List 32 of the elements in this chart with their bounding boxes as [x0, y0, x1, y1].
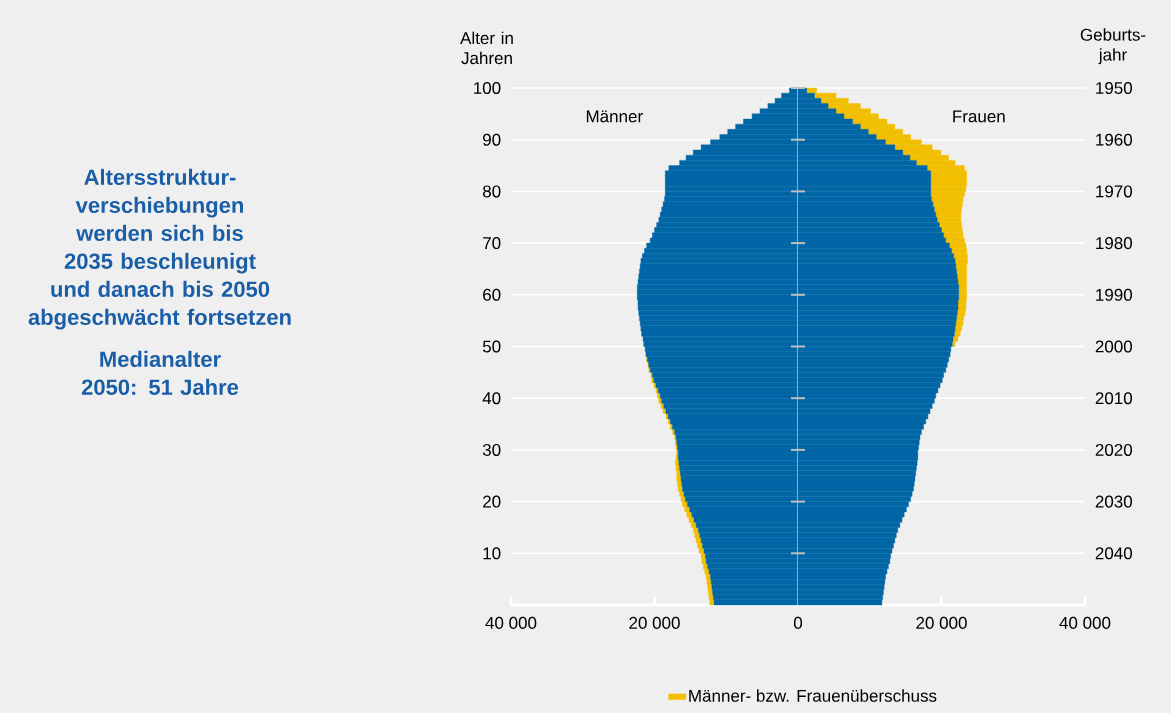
- y-tick-label: 30: [482, 443, 501, 456]
- y2-axis-title: Geburts-jahr: [1080, 28, 1146, 65]
- y-tick-label: 20: [483, 495, 501, 508]
- x-tick-label: 20 000: [916, 616, 967, 629]
- y2-tick-label: 1970: [1096, 185, 1133, 198]
- legend-label: Männer- bzw. Frauenüberschuss: [689, 689, 937, 702]
- y2-tick-label: 1990: [1096, 288, 1133, 301]
- y-tick-label: 60: [483, 288, 501, 301]
- annotation: Frauen: [953, 110, 1005, 123]
- y2-tick-label: 2010: [1095, 392, 1133, 405]
- y-tick-label: 40: [482, 392, 501, 405]
- y2-tick-label: 2030: [1095, 495, 1133, 508]
- y2-tick-label: 2000: [1095, 340, 1133, 353]
- y2-tick-label: 1950: [1096, 81, 1133, 95]
- y2-tick-label: 2040: [1095, 547, 1133, 560]
- y-tick-label: 10: [483, 547, 501, 560]
- x-tick-label: 0: [793, 616, 803, 629]
- text: Medianalter 2050: 51 Jahre: [81, 350, 239, 396]
- y-tick-label: 90: [483, 133, 501, 146]
- annotation: Männer: [586, 110, 643, 123]
- y-tick-label: 50: [482, 340, 501, 353]
- text: Altersstruktur-verschiebungen werden sich bis 2035 beschleunigt und danach bis 2050 abgeschwächt fortsetzen: [28, 168, 291, 330]
- y-tick-label: 70: [483, 237, 501, 250]
- y2-tick-label: 1980: [1096, 237, 1133, 250]
- y2-tick-label: 2020: [1095, 443, 1133, 456]
- y2-tick-label: 1960: [1096, 133, 1133, 146]
- y-tick-label: 80: [482, 185, 501, 198]
- x-tick-label: 20 000: [629, 616, 680, 629]
- x-tick-label: 40 000: [485, 616, 537, 629]
- x-tick-label: 40 000: [1059, 616, 1111, 629]
- y-axis-title: Alter in Jahren: [460, 31, 513, 65]
- y-tick-label: 100: [474, 81, 501, 95]
